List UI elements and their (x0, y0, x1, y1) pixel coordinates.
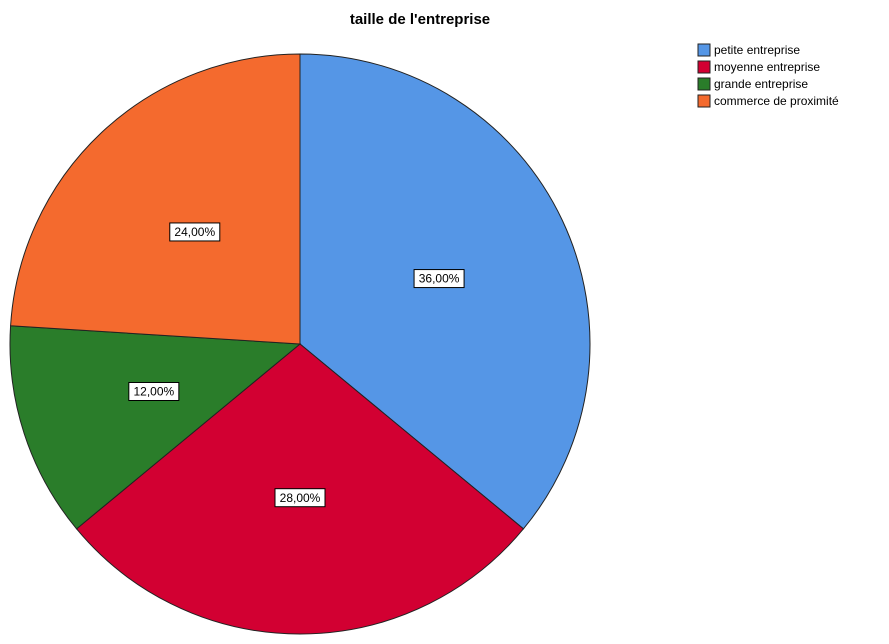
data-label: 28,00% (280, 491, 321, 505)
data-label-box (169, 222, 221, 242)
pie-slice (9, 325, 302, 530)
legend-label: moyenne entreprise (714, 60, 820, 74)
data-label-box (413, 269, 465, 289)
data-label-box (274, 488, 326, 508)
legend-swatch (697, 60, 711, 74)
pie-slice (10, 53, 301, 345)
legend-label: grande entreprise (714, 77, 808, 91)
legend-swatch (697, 77, 711, 91)
data-label: 12,00% (133, 385, 174, 399)
pie-slice (299, 53, 591, 530)
data-label: 24,00% (174, 225, 215, 239)
legend-label: petite entreprise (714, 43, 800, 57)
legend-swatch (697, 94, 711, 108)
legend-swatch (697, 43, 711, 57)
data-label: 36,00% (419, 272, 460, 286)
data-label-box (128, 381, 180, 401)
chart-title: taille de l'entreprise (350, 11, 490, 28)
legend-label: commerce de proximité (714, 94, 839, 108)
